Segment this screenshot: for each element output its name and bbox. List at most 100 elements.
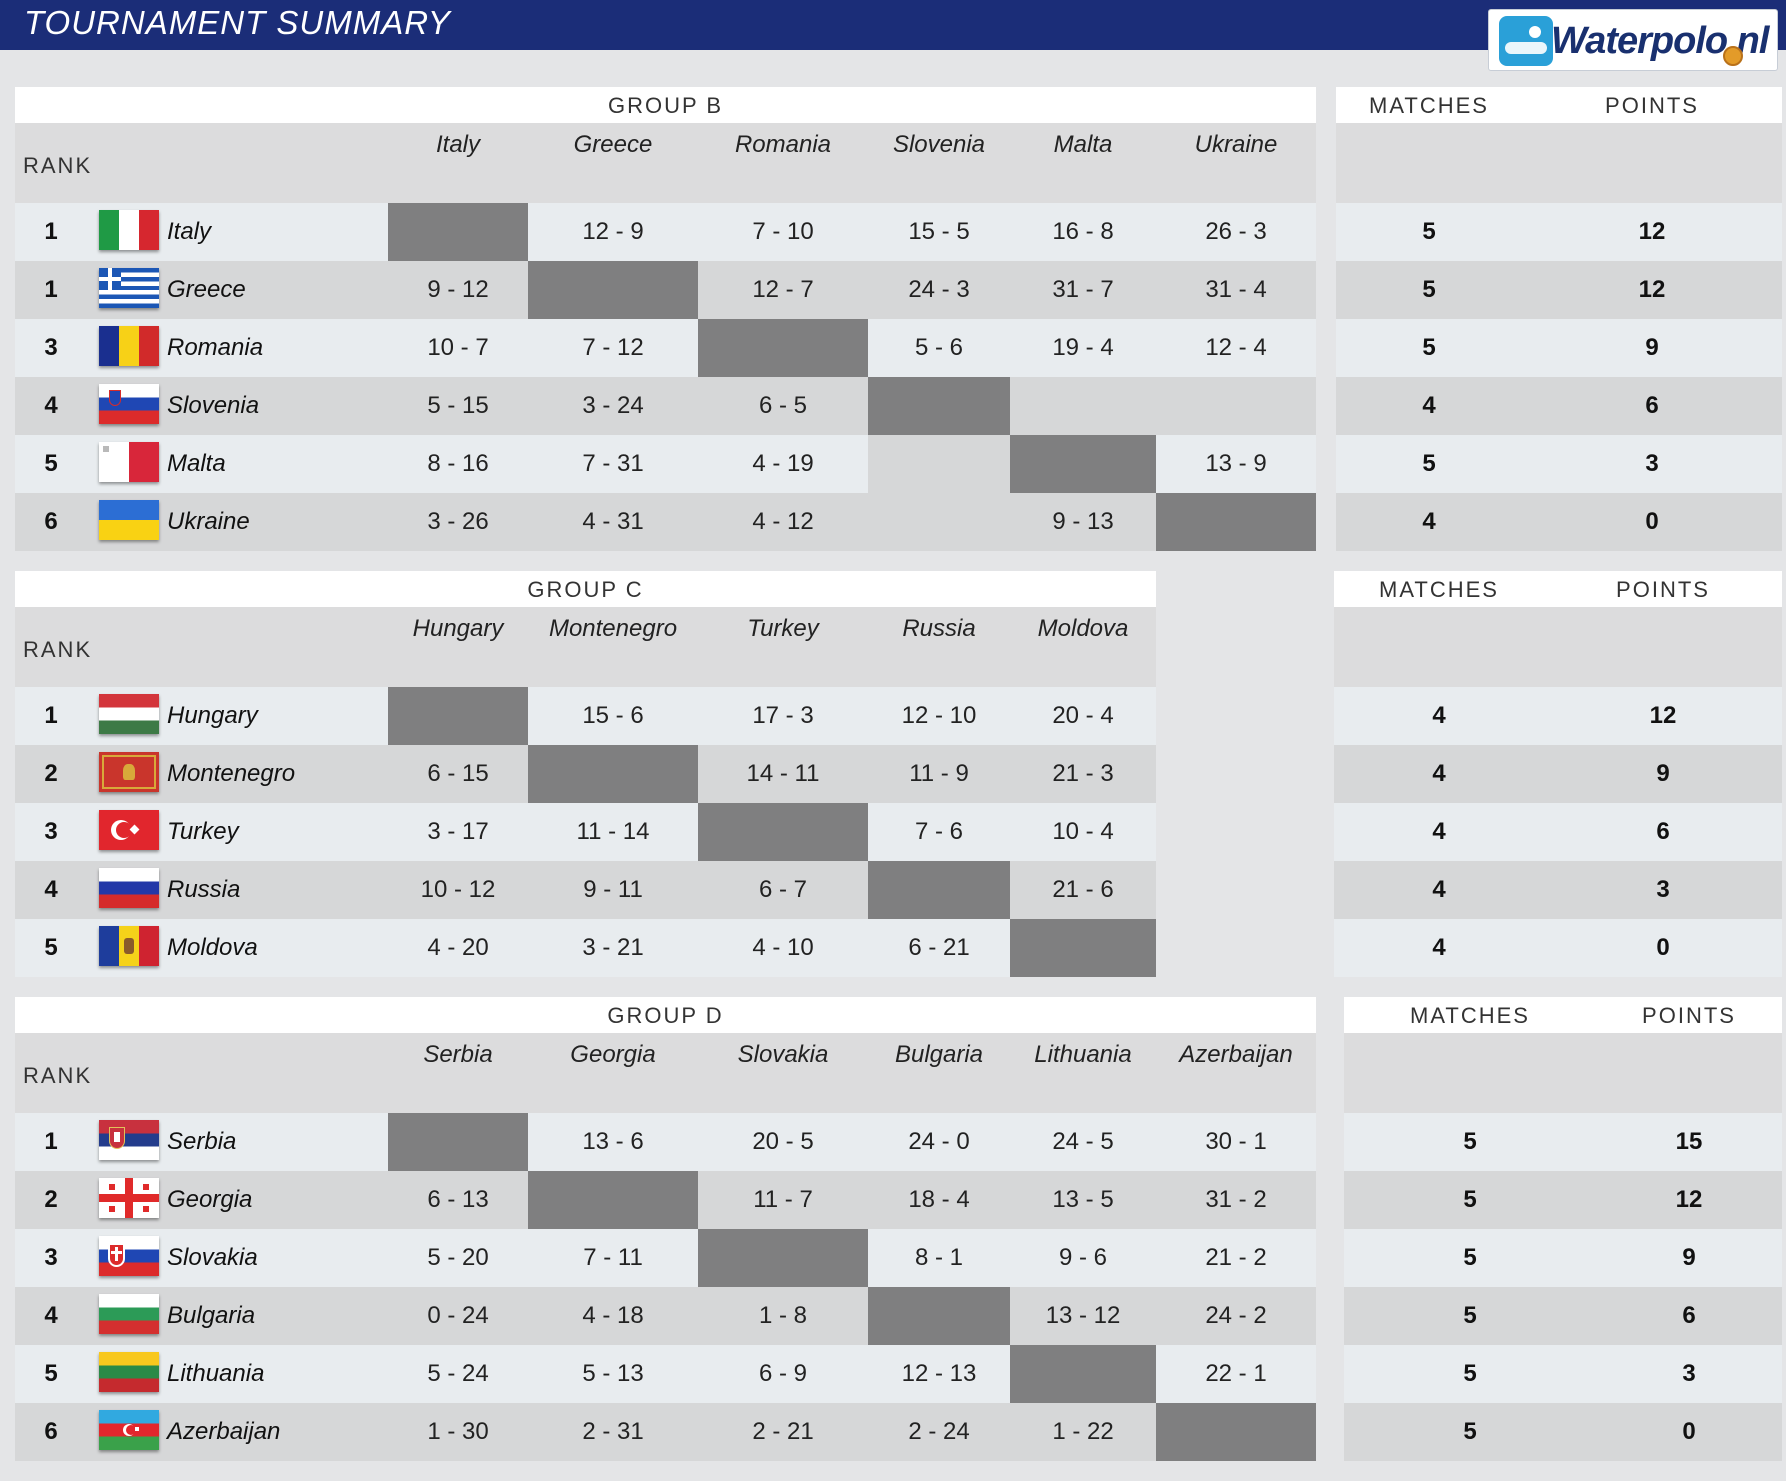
matches-value: 4 — [1432, 876, 1446, 903]
rank-number: 5 — [44, 450, 58, 477]
self-match-cell — [868, 861, 1010, 919]
score-cell: 6 - 7 — [758, 876, 808, 903]
team-name[interactable]: Ukraine — [167, 508, 250, 535]
rank-number: 1 — [44, 702, 58, 729]
opponent-column-header: Russia — [902, 615, 976, 642]
team-name[interactable]: Turkey — [167, 818, 239, 845]
score-cell: 31 - 2 — [1205, 1186, 1267, 1213]
stats-row — [1336, 261, 1782, 319]
waterpolo-logo[interactable]: Waterpolo.nl — [1488, 9, 1778, 71]
self-match-cell — [1156, 1403, 1316, 1461]
table-row: 3 Romania 10 - 7 7 - 12 5 - 6 19 - 4 12 - 4 — [15, 319, 1316, 377]
matches-label: MATCHES — [1369, 93, 1489, 118]
table-row: 5 Malta 8 - 16 7 - 31 4 - 19 13 - 9 — [15, 435, 1316, 493]
table-row: 6 Ukraine 3 - 26 4 - 31 4 - 12 9 - 13 — [15, 493, 1316, 551]
swimmer-icon — [1499, 16, 1553, 66]
score-cell: 6 - 13 — [427, 1186, 489, 1213]
team-name[interactable]: Greece — [167, 276, 246, 303]
score-cell: 11 - 14 — [576, 818, 650, 845]
team-name[interactable]: Slovenia — [167, 392, 260, 419]
column-header-area — [15, 1033, 1316, 1113]
score-cell: 4 - 18 — [582, 1302, 644, 1329]
stats-title-bar — [1334, 571, 1782, 607]
rank-number: 2 — [44, 760, 58, 787]
score-cell: 24 - 3 — [908, 276, 970, 303]
score-cell: 31 - 7 — [1052, 276, 1114, 303]
stats-row — [1336, 435, 1782, 493]
score-cell: 10 - 7 — [427, 334, 489, 361]
rank-number: 5 — [44, 934, 58, 961]
russia-flag-icon — [99, 868, 159, 908]
team-name[interactable]: Moldova — [167, 934, 258, 961]
matches-value: 4 — [1432, 760, 1446, 787]
score-cell — [868, 435, 1010, 493]
stats-header-area — [1344, 1033, 1782, 1113]
score-cell: 26 - 3 — [1205, 218, 1267, 245]
self-match-cell — [528, 1171, 698, 1229]
team-name[interactable]: Russia — [167, 876, 241, 903]
score-cell: 3 - 24 — [582, 392, 644, 419]
score-cell: 6 - 15 — [427, 760, 489, 787]
score-cell: 2 - 24 — [908, 1418, 970, 1445]
stats-row — [1344, 1345, 1782, 1403]
score-cell: 12 - 13 — [901, 1360, 977, 1387]
stats-row — [1336, 319, 1782, 377]
score-cell: 22 - 1 — [1205, 1360, 1267, 1387]
self-match-cell — [1010, 919, 1156, 977]
table-row: 1 Greece 9 - 12 12 - 7 24 - 3 31 - 7 31 - 4 — [15, 261, 1316, 319]
score-cell: 21 - 2 — [1205, 1244, 1267, 1271]
team-name[interactable]: Slovakia — [167, 1244, 258, 1271]
score-cell — [1010, 377, 1156, 435]
moldova-flag-icon — [99, 926, 159, 966]
points-value: 0 — [1645, 508, 1659, 535]
score-cell: 5 - 13 — [582, 1360, 644, 1387]
self-match-cell — [1156, 493, 1316, 551]
rank-number: 3 — [44, 334, 58, 361]
score-cell: 4 - 10 — [752, 934, 814, 961]
points-value: 15 — [1675, 1128, 1703, 1155]
table-row: 3 Turkey 3 - 17 11 - 14 7 - 6 10 - 4 — [15, 803, 1156, 861]
score-cell: 9 - 13 — [1052, 508, 1114, 535]
score-cell: 16 - 8 — [1052, 218, 1114, 245]
matches-value: 5 — [1463, 1244, 1477, 1271]
table-row: 5 Moldova 4 - 20 3 - 21 4 - 10 6 - 21 — [15, 919, 1156, 977]
table-row: 5 Lithuania 5 - 24 5 - 13 6 - 9 12 - 13 22 - 1 — [15, 1345, 1316, 1403]
table-row: 2 Montenegro 6 - 15 14 - 11 11 - 9 21 - 3 — [15, 745, 1156, 803]
points-value: 9 — [1682, 1244, 1696, 1271]
score-cell: 31 - 4 — [1205, 276, 1267, 303]
score-cell: 6 - 9 — [758, 1360, 808, 1387]
self-match-cell — [528, 745, 698, 803]
team-name[interactable]: Hungary — [167, 702, 258, 729]
opponent-column-header: Bulgaria — [894, 1041, 984, 1068]
team-name[interactable]: Azerbaijan — [167, 1418, 281, 1445]
self-match-cell — [1010, 435, 1156, 493]
team-name[interactable]: Lithuania — [167, 1360, 265, 1387]
team-name[interactable]: Romania — [167, 334, 264, 361]
score-cell: 24 - 5 — [1052, 1128, 1114, 1155]
stats-row — [1344, 1229, 1782, 1287]
team-name[interactable]: Bulgaria — [167, 1302, 256, 1329]
points-value: 3 — [1656, 876, 1670, 903]
team-name[interactable]: Serbia — [167, 1128, 237, 1155]
stats-title-bar — [1344, 997, 1782, 1033]
score-cell: 24 - 0 — [908, 1128, 970, 1155]
rank-number: 4 — [44, 876, 58, 903]
team-name[interactable]: Italy — [167, 218, 212, 245]
points-value: 0 — [1656, 934, 1670, 961]
opponent-column-header: Greece — [573, 131, 653, 158]
serbia-flag-icon — [99, 1120, 159, 1160]
stats-row — [1334, 919, 1782, 977]
team-name[interactable]: Georgia — [167, 1186, 253, 1213]
opponent-column-header: Moldova — [1037, 615, 1129, 642]
opponent-column-header: Lithuania — [1034, 1041, 1132, 1068]
score-cell: 1 - 30 — [427, 1418, 489, 1445]
score-cell: 3 - 26 — [427, 508, 489, 535]
score-cell — [868, 493, 1010, 551]
team-name[interactable]: Malta — [167, 450, 226, 477]
score-cell: 11 - 9 — [909, 760, 969, 787]
rank-label: RANK — [23, 1063, 93, 1088]
rank-number: 4 — [44, 1302, 58, 1329]
team-name[interactable]: Montenegro — [167, 760, 296, 787]
column-header-area — [15, 607, 1156, 687]
score-cell: 3 - 17 — [427, 818, 489, 845]
